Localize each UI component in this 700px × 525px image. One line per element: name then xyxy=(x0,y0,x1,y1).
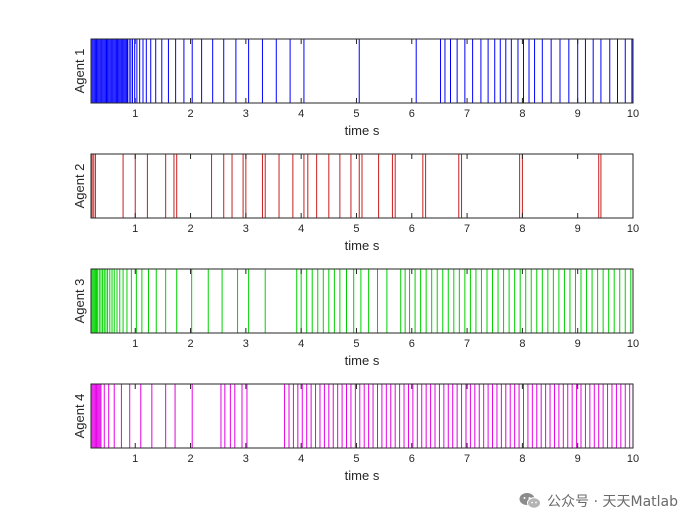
x-tick-label: 3 xyxy=(243,338,249,350)
x-tick-label: 6 xyxy=(409,108,415,120)
x-tick-label: 4 xyxy=(298,453,304,465)
axes-box xyxy=(90,38,634,104)
x-tick-label: 4 xyxy=(298,338,304,350)
x-tick-label: 1 xyxy=(132,223,138,235)
x-tick-label: 5 xyxy=(353,453,359,465)
y-axis-label: Agent 3 xyxy=(72,279,87,324)
y-axis-label: Agent 1 xyxy=(72,49,87,94)
x-tick-label: 8 xyxy=(519,108,525,120)
x-axis-label: time s xyxy=(345,123,380,138)
agent-panel: 1 2 3 4 5 6 7 8 9 10 time s Agent 1 xyxy=(72,38,639,138)
x-axis-label: time s xyxy=(345,353,380,368)
x-tick-label: 2 xyxy=(187,108,193,120)
x-tick-label: 1 xyxy=(132,108,138,120)
x-tick-label: 10 xyxy=(627,453,639,465)
x-tick-label: 7 xyxy=(464,453,470,465)
x-tick-label: 6 xyxy=(409,453,415,465)
agent-panel: 1 2 3 4 5 6 7 8 9 10 time s Agent 4 xyxy=(72,383,639,483)
x-tick-label: 4 xyxy=(298,108,304,120)
axes-box xyxy=(90,268,634,334)
x-tick-label: 8 xyxy=(519,223,525,235)
x-tick-label: 9 xyxy=(575,108,581,120)
x-tick-label: 6 xyxy=(409,338,415,350)
x-tick-label: 8 xyxy=(519,453,525,465)
x-tick-label: 9 xyxy=(575,223,581,235)
x-tick-label: 1 xyxy=(132,453,138,465)
agent-panel: 1 2 3 4 5 6 7 8 9 10 time s Agent 2 xyxy=(72,153,639,253)
wechat-icon xyxy=(519,493,542,509)
axes-box xyxy=(90,383,634,449)
y-axis-label: Agent 2 xyxy=(72,164,87,209)
x-tick-label: 7 xyxy=(464,223,470,235)
x-tick-label: 4 xyxy=(298,223,304,235)
x-tick-label: 10 xyxy=(627,223,639,235)
x-tick-label: 1 xyxy=(132,338,138,350)
x-tick-label: 2 xyxy=(187,453,193,465)
agent-panel: 1 2 3 4 5 6 7 8 9 10 time s Agent 3 xyxy=(72,268,639,368)
x-tick-label: 5 xyxy=(353,338,359,350)
x-tick-label: 2 xyxy=(187,338,193,350)
x-tick-label: 5 xyxy=(353,108,359,120)
x-tick-label: 8 xyxy=(519,338,525,350)
x-tick-label: 2 xyxy=(187,223,193,235)
plot-area xyxy=(91,39,633,103)
x-tick-label: 9 xyxy=(575,338,581,350)
x-tick-label: 7 xyxy=(464,338,470,350)
x-tick-label: 5 xyxy=(353,223,359,235)
watermark: 公众号 · 天天Matlab xyxy=(519,491,678,511)
plot-area xyxy=(91,384,633,448)
x-axis-label: time s xyxy=(345,238,380,253)
x-tick-label: 9 xyxy=(575,453,581,465)
x-tick-label: 10 xyxy=(627,338,639,350)
x-axis-label: time s xyxy=(345,468,380,483)
x-tick-label: 7 xyxy=(464,108,470,120)
x-tick-label: 3 xyxy=(243,223,249,235)
plot-area xyxy=(91,269,633,333)
axes-box xyxy=(90,153,634,219)
watermark-text: 公众号 · 天天Matlab xyxy=(547,494,678,510)
x-tick-label: 3 xyxy=(243,108,249,120)
y-axis-label: Agent 4 xyxy=(72,394,87,439)
x-tick-label: 3 xyxy=(243,453,249,465)
x-tick-label: 10 xyxy=(627,108,639,120)
x-tick-label: 6 xyxy=(409,223,415,235)
